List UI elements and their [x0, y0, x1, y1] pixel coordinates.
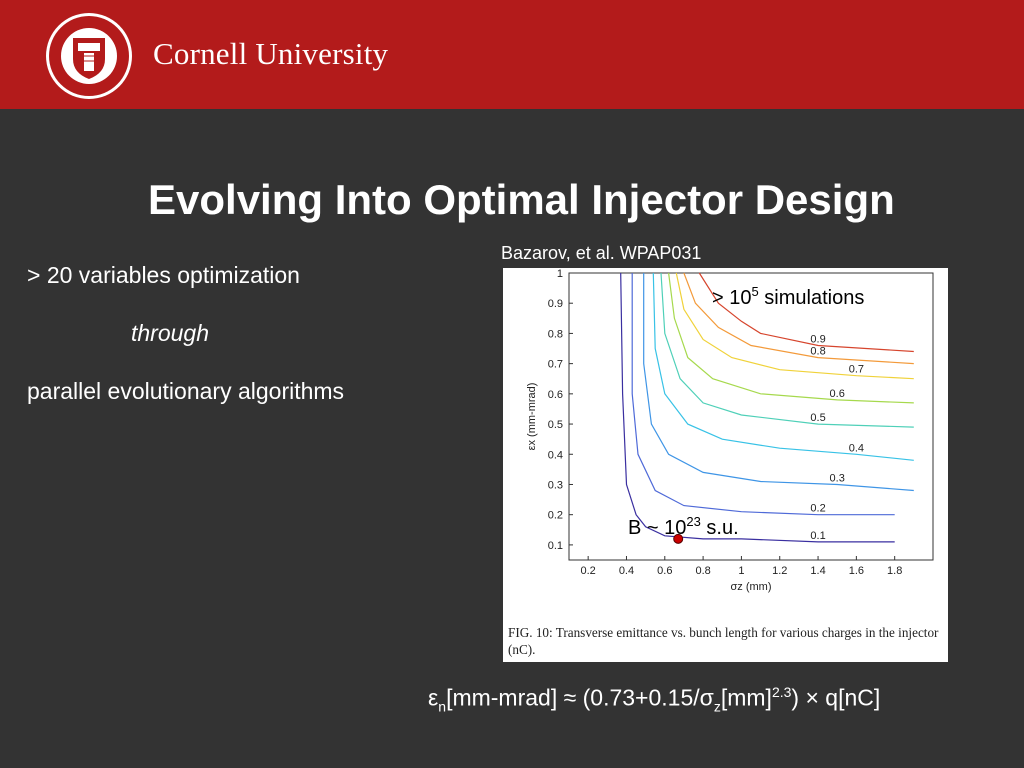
contour-label: 0.3	[830, 472, 845, 484]
contour-line-0.6	[668, 272, 914, 404]
emittance-formula: εn[mm-mrad] ≈ (0.73+0.15/σz[mm]2.3) × q[…	[428, 684, 880, 714]
y-tick-label: 0.8	[548, 328, 563, 340]
simulations-annotation: > 105 simulations	[712, 284, 864, 309]
bullet-variables: > 20 variables optimization	[27, 262, 300, 288]
bullet-algorithms: parallel evolutionary algorithms	[27, 378, 345, 404]
formula-sigma-sub: z	[713, 698, 721, 715]
contour-line-0.7	[675, 272, 914, 380]
x-tick-label: 1.2	[772, 565, 787, 577]
x-tick-label: 1.6	[849, 565, 864, 577]
contour-label: 0.9	[810, 334, 825, 346]
formula-sigma: σ	[699, 684, 714, 711]
formula-part1: [mm-mrad] ≈ (0.73+0.15/	[446, 684, 700, 711]
x-axis-label: σz (mm)	[731, 581, 772, 593]
y-tick-label: 0.9	[548, 298, 563, 310]
cornell-wordmark: Cornell University	[153, 36, 389, 71]
y-tick-label: 0.1	[548, 540, 563, 552]
contour-line-0.8	[683, 272, 914, 365]
y-tick-label: 0.5	[548, 419, 563, 431]
formula-part3: ) × q[nC]	[791, 684, 881, 711]
contour-label: 0.6	[830, 388, 845, 400]
contour-line-0.2	[631, 273, 895, 516]
formula-epsilon: ε	[428, 684, 439, 711]
brightness-annotation: B ~ 1023 s.u.	[628, 514, 739, 539]
contour-line-0.1	[620, 272, 895, 543]
formula-exponent: 2.3	[771, 684, 792, 700]
header-bar: Cornell University	[0, 0, 1024, 109]
contour-label: 0.2	[810, 503, 825, 515]
y-tick-label: 0.7	[548, 359, 563, 371]
contour-figure: 0.2 0.4 0.6 0.8 1 1.2 1.4 1.6 1.8 0.1 0.2 0.3 0.4 0.5…	[503, 268, 948, 662]
y-tick-label: 0.4	[548, 449, 563, 461]
x-tick-label: 1	[738, 565, 744, 577]
contour-label: 0.1	[810, 530, 825, 542]
figure-caption: FIG. 10: Transverse emittance vs. bunch …	[508, 625, 939, 657]
slide-title: Evolving Into Optimal Injector Design	[148, 176, 895, 223]
contour-line-0.4	[652, 272, 914, 461]
y-axis-label: εx (mm-mrad)	[526, 383, 538, 451]
contour-label: 0.5	[810, 412, 825, 424]
y-tick-label: 0.2	[548, 510, 563, 522]
x-tick-label: 0.4	[619, 565, 634, 577]
x-tick-label: 0.6	[657, 565, 672, 577]
y-tick-label: 0.3	[548, 479, 563, 491]
cornell-seal-icon	[46, 13, 132, 99]
contour-label: 0.4	[849, 442, 864, 454]
contour-chart: 0.2 0.4 0.6 0.8 1 1.2 1.4 1.6 1.8 0.1 0.2 0.3 0.4 0.5…	[526, 268, 934, 593]
y-tick-label: 0.6	[548, 389, 563, 401]
contour-label: 0.8	[810, 346, 825, 358]
x-tick-label: 0.8	[695, 565, 710, 577]
citation: Bazarov, et al. WPAP031	[501, 243, 702, 263]
x-tick-label: 0.2	[581, 565, 596, 577]
contour-line-0.5	[660, 272, 914, 428]
bullet-through: through	[131, 320, 210, 346]
contour-line-0.9	[698, 272, 914, 353]
x-tick-label: 1.8	[887, 565, 902, 577]
x-tick-label: 1.4	[810, 565, 825, 577]
plot-frame	[568, 272, 934, 561]
optimum-marker	[673, 533, 684, 544]
contour-label: 0.7	[849, 364, 864, 376]
formula-part2: [mm]	[720, 684, 772, 711]
formula-epsilon-sub: n	[438, 698, 447, 715]
y-tick-label: 1	[557, 268, 563, 280]
contour-line-0.3	[643, 273, 914, 492]
